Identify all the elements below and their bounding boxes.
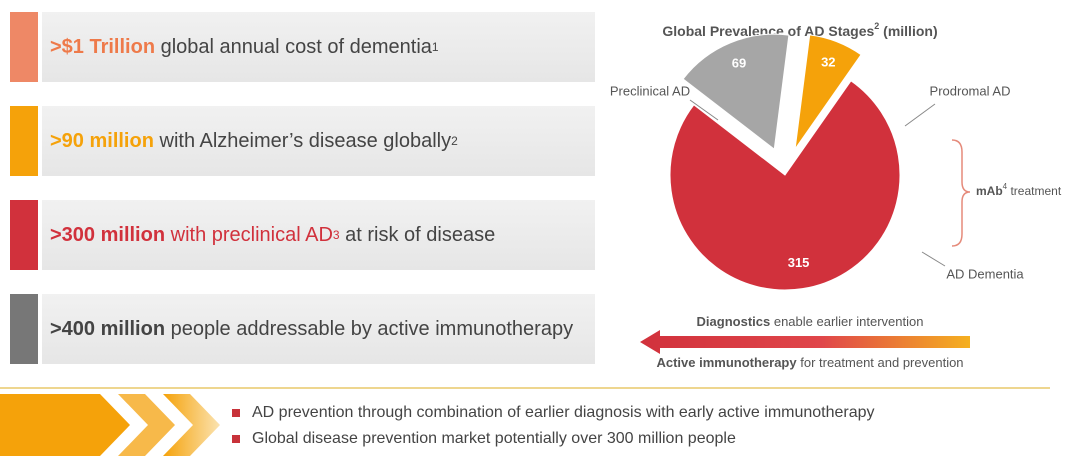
label-text: enable earlier intervention	[770, 314, 923, 329]
annotation-bold: mAb	[976, 184, 1003, 198]
stat-highlight: >300 million	[50, 223, 166, 246]
bullet-marker	[232, 409, 240, 417]
category-label: AD Dementia	[946, 266, 1024, 281]
pie-slice	[669, 80, 901, 291]
title-suffix: (million)	[879, 23, 937, 39]
footnote: 2	[874, 21, 879, 31]
value-label: 69	[732, 56, 746, 71]
annotation: mAb4 treatment	[976, 182, 1062, 198]
chevron	[163, 394, 220, 456]
category-label: Preclinical AD	[610, 83, 690, 98]
stat-box: >400 million people addressable by activ…	[42, 294, 595, 364]
pie: 315 Preclinical AD 69 Prodromal AD 32 AD Deme…	[610, 33, 1024, 291]
label-bold: Active immunotherapy	[656, 355, 797, 370]
brace	[951, 139, 971, 247]
bullet-text: Global disease prevention market potenti…	[252, 430, 736, 447]
stat-bar	[10, 12, 38, 82]
stat-text: with preclinical AD	[165, 223, 333, 246]
leader-line	[904, 103, 936, 127]
arrow-label: Diagnostics enable earlier intervention	[697, 314, 924, 329]
stat-row: >$1 Trillion global annual cost of demen…	[10, 12, 595, 82]
bullet-marker	[232, 435, 240, 443]
stat-highlight: >90 million	[50, 129, 154, 152]
stat-box: >300 million with preclinical AD 3 at ri…	[42, 200, 595, 270]
bullet: AD prevention through combination of ear…	[232, 400, 875, 426]
stat-row: >400 million people addressable by activ…	[10, 294, 595, 364]
chevron	[0, 394, 130, 456]
value-label: 32	[821, 55, 835, 70]
stat-bar	[10, 200, 38, 270]
arrow	[640, 330, 970, 354]
chart-title: Global Prevalence of AD Stages2 (million…	[662, 21, 937, 38]
stat-text: at risk of disease	[339, 223, 496, 246]
bullet-text: AD prevention through combination of ear…	[252, 404, 875, 421]
label-text: for treatment and prevention	[797, 355, 964, 370]
leader-line	[921, 251, 946, 267]
leader-line	[689, 99, 719, 121]
footnote: 2	[451, 134, 458, 148]
stat-text: with Alzheimer’s disease globally	[153, 129, 452, 152]
stat-box: >90 million with Alzheimer’s disease glo…	[42, 106, 595, 176]
stat-bar	[10, 294, 38, 364]
stat-highlight: >400 million	[50, 317, 166, 340]
footnote: 4	[1003, 182, 1008, 191]
title: Global Prevalence of AD Stages	[662, 23, 874, 39]
bullet: Global disease prevention market potenti…	[232, 426, 875, 452]
stat-bar	[10, 106, 38, 176]
chevron	[118, 394, 175, 456]
annotation-text: treatment	[1007, 184, 1062, 198]
category-label: Prodromal AD	[930, 83, 1011, 98]
stat-box: >$1 Trillion global annual cost of demen…	[42, 12, 595, 82]
value-label: 315	[788, 255, 810, 270]
stat-text: people addressable by active immunothera…	[165, 317, 574, 340]
stat-row: >90 million with Alzheimer’s disease glo…	[10, 106, 595, 176]
stat-row: >300 million with preclinical AD 3 at ri…	[10, 200, 595, 270]
bullet-list: AD prevention through combination of ear…	[232, 400, 875, 452]
pie-slice	[794, 34, 862, 150]
stat-highlight: >$1 Trillion	[50, 35, 156, 58]
label-bold: Diagnostics	[697, 314, 771, 329]
footnote: 3	[332, 228, 340, 242]
pie-slice	[682, 33, 790, 151]
arrow-label: Active immunotherapy for treatment and p…	[656, 355, 963, 370]
footnote: 1	[431, 40, 439, 54]
stat-text: global annual cost of dementia	[155, 35, 432, 58]
